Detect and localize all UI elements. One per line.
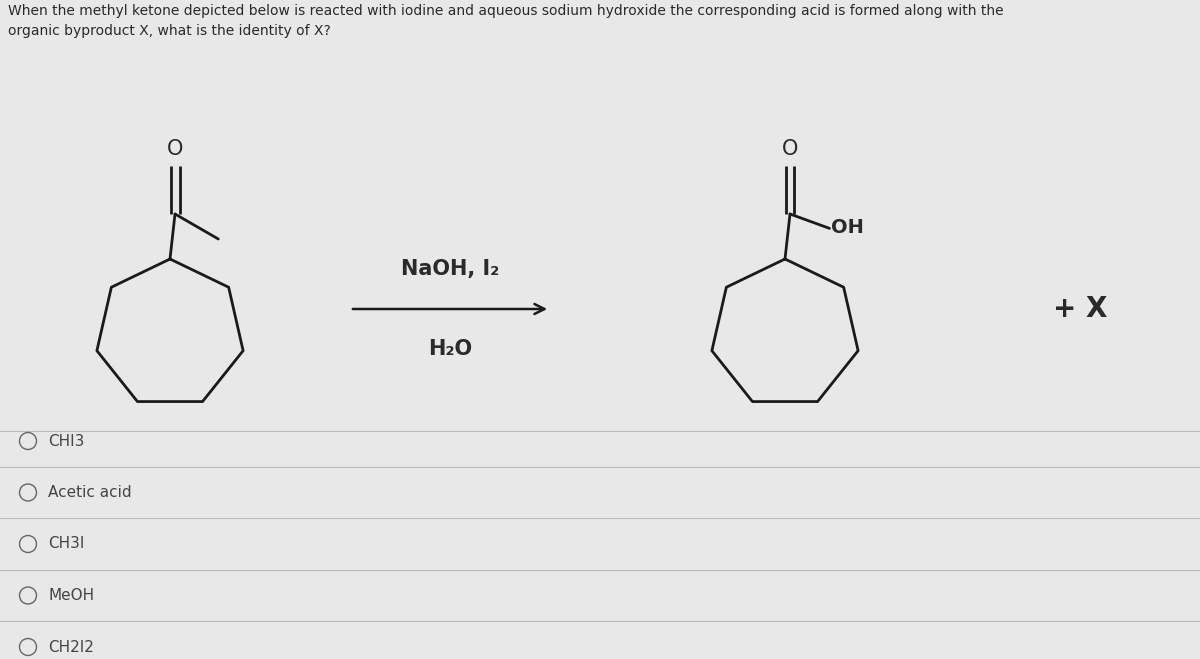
Text: O: O <box>167 139 184 159</box>
Text: + X: + X <box>1052 295 1108 323</box>
Text: MeOH: MeOH <box>48 588 94 603</box>
Text: CH3I: CH3I <box>48 536 84 552</box>
Text: organic byproduct X, what is the identity of X?: organic byproduct X, what is the identit… <box>8 24 331 38</box>
Text: H₂O: H₂O <box>428 339 472 359</box>
Text: Acetic acid: Acetic acid <box>48 485 132 500</box>
Text: NaOH, I₂: NaOH, I₂ <box>401 259 499 279</box>
Text: OH: OH <box>832 218 864 237</box>
Text: O: O <box>782 139 798 159</box>
Text: CHI3: CHI3 <box>48 434 84 449</box>
Text: When the methyl ketone depicted below is reacted with iodine and aqueous sodium : When the methyl ketone depicted below is… <box>8 4 1003 18</box>
Text: CH2I2: CH2I2 <box>48 639 94 654</box>
